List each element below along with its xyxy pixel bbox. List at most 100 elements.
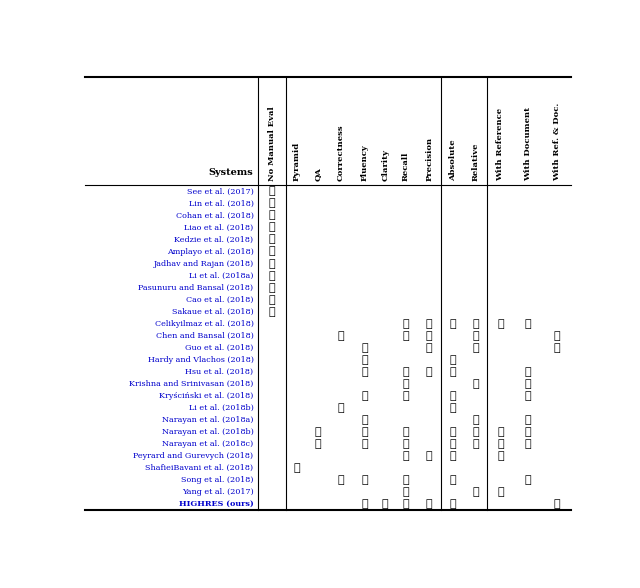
Text: ✓: ✓ [268,270,275,280]
Text: ✓: ✓ [525,366,532,376]
Text: Systems: Systems [209,168,253,178]
Text: ✓: ✓ [268,259,275,269]
Text: ✓: ✓ [472,487,479,497]
Text: ✓: ✓ [426,450,433,460]
Text: Yang et al. (2017): Yang et al. (2017) [182,487,253,496]
Text: ✓: ✓ [497,487,504,497]
Text: ✓: ✓ [525,415,532,425]
Text: ✓: ✓ [361,415,368,425]
Text: ✓: ✓ [472,330,479,340]
Text: ✓: ✓ [525,427,532,437]
Text: ✓: ✓ [497,319,504,329]
Text: ✓: ✓ [450,499,456,509]
Text: Kryściński et al. (2018): Kryściński et al. (2018) [159,392,253,400]
Text: ✓: ✓ [450,355,456,365]
Text: ✓: ✓ [472,319,479,329]
Text: Cao et al. (2018): Cao et al. (2018) [186,296,253,303]
Text: ✓: ✓ [426,343,433,353]
Text: Relative: Relative [472,142,480,181]
Text: See et al. (2017): See et al. (2017) [187,188,253,195]
Text: ✓: ✓ [472,343,479,353]
Text: ✓: ✓ [497,439,504,449]
Text: HIGHRES (ours): HIGHRES (ours) [179,500,253,507]
Text: ✓: ✓ [403,499,409,509]
Text: Precision: Precision [425,137,433,181]
Text: Pyramid: Pyramid [293,142,301,181]
Text: ✓: ✓ [525,390,532,400]
Text: Fluency: Fluency [360,144,369,181]
Text: ✓: ✓ [268,199,275,209]
Text: Correctness: Correctness [337,124,344,181]
Text: ✓: ✓ [268,186,275,196]
Text: Narayan et al. (2018c): Narayan et al. (2018c) [163,440,253,447]
Text: QA: QA [314,167,322,181]
Text: ✓: ✓ [337,403,344,413]
Text: ✓: ✓ [450,450,456,460]
Text: ✓: ✓ [525,439,532,449]
Text: ✓: ✓ [497,427,504,437]
Text: ✓: ✓ [403,427,409,437]
Text: ✓: ✓ [361,390,368,400]
Text: ✓: ✓ [472,439,479,449]
Text: ✓: ✓ [426,330,433,340]
Text: Cohan et al. (2018): Cohan et al. (2018) [175,212,253,219]
Text: ✓: ✓ [361,427,368,437]
Text: Chen and Bansal (2018): Chen and Bansal (2018) [156,332,253,340]
Text: Recall: Recall [402,152,410,181]
Text: ✓: ✓ [361,366,368,376]
Text: ✓: ✓ [382,499,388,509]
Text: Pasunuru and Bansal (2018): Pasunuru and Bansal (2018) [138,283,253,292]
Text: ✓: ✓ [450,427,456,437]
Text: Liao et al. (2018): Liao et al. (2018) [184,223,253,232]
Text: ✓: ✓ [554,330,560,340]
Text: ✓: ✓ [450,439,456,449]
Text: ✓: ✓ [268,306,275,316]
Text: ✓: ✓ [268,222,275,232]
Text: ✓: ✓ [337,330,344,340]
Text: Amplayo et al. (2018): Amplayo et al. (2018) [166,248,253,256]
Text: ✓: ✓ [361,355,368,365]
Text: ✓: ✓ [525,475,532,485]
Text: Clarity: Clarity [381,149,389,181]
Text: ✓: ✓ [403,390,409,400]
Text: No Manual Eval: No Manual Eval [268,106,276,181]
Text: ✓: ✓ [472,427,479,437]
Text: ✓: ✓ [426,366,433,376]
Text: ✓: ✓ [497,450,504,460]
Text: ✓: ✓ [314,439,321,449]
Text: Narayan et al. (2018a): Narayan et al. (2018a) [162,416,253,424]
Text: Narayan et al. (2018b): Narayan et al. (2018b) [162,427,253,436]
Text: Peyrard and Gurevych (2018): Peyrard and Gurevych (2018) [133,452,253,460]
Text: ✓: ✓ [554,343,560,353]
Text: ✓: ✓ [525,319,532,329]
Text: Guo et al. (2018): Guo et al. (2018) [185,343,253,352]
Text: With Reference: With Reference [497,108,504,181]
Text: ✓: ✓ [361,343,368,353]
Text: ✓: ✓ [472,415,479,425]
Text: ✓: ✓ [403,487,409,497]
Text: ✓: ✓ [426,499,433,509]
Text: ✓: ✓ [450,390,456,400]
Text: ✓: ✓ [314,427,321,437]
Text: ✓: ✓ [294,463,300,473]
Text: ✓: ✓ [450,366,456,376]
Text: ✓: ✓ [361,475,368,485]
Text: ✓: ✓ [337,475,344,485]
Text: ✓: ✓ [268,211,275,220]
Text: ✓: ✓ [268,283,275,293]
Text: ✓: ✓ [450,403,456,413]
Text: ✓: ✓ [403,475,409,485]
Text: ✓: ✓ [268,295,275,305]
Text: ✓: ✓ [403,379,409,389]
Text: Li et al. (2018a): Li et al. (2018a) [189,272,253,279]
Text: With Document: With Document [524,107,532,181]
Text: ✓: ✓ [450,475,456,485]
Text: ✓: ✓ [361,439,368,449]
Text: ✓: ✓ [525,379,532,389]
Text: ✓: ✓ [403,439,409,449]
Text: Jadhav and Rajan (2018): Jadhav and Rajan (2018) [154,259,253,268]
Text: ✓: ✓ [403,366,409,376]
Text: ✓: ✓ [268,246,275,256]
Text: ✓: ✓ [426,319,433,329]
Text: Krishna and Srinivasan (2018): Krishna and Srinivasan (2018) [129,380,253,387]
